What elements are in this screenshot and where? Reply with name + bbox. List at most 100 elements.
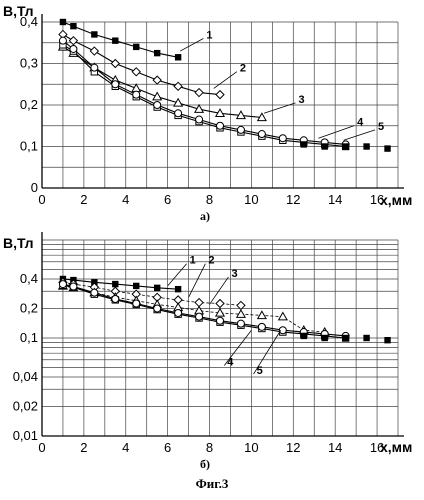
chart-a-x-tick-label: 10: [244, 192, 258, 207]
chart-b-series-3-label: 3: [231, 268, 237, 280]
chart-a-series-extra-point: [384, 145, 391, 152]
chart-a-series-3-point: [152, 91, 163, 101]
chart-a-series-1-line: [62, 21, 179, 58]
chart-b-series-2-point: [215, 298, 225, 309]
chart-b-series-5-point: [153, 304, 162, 313]
chart-a-series-3-point: [194, 103, 205, 113]
chart-a-series-5-point: [69, 44, 78, 53]
chart-a-x-tick-label: 2: [80, 192, 87, 207]
chart-b-series-3-point: [256, 310, 267, 320]
chart-a-panel-label: а): [200, 209, 210, 223]
chart-b-y-tick-label: 0,2: [20, 300, 38, 315]
chart-b-x-tick-label: 12: [286, 440, 300, 455]
chart-b-y-tick-label: 0,1: [20, 330, 38, 345]
chart-b-series-2-leader: [188, 263, 206, 298]
chart-a-series-5-point: [174, 109, 183, 118]
chart-a-series-2-point: [131, 67, 141, 77]
chart-b-series-5-label: 5: [257, 365, 263, 377]
chart-b-y-tick-label: 0,04: [13, 369, 38, 384]
chart-a-x-tick-label: 4: [122, 192, 129, 207]
chart-a-x-tick-label: 0: [38, 192, 45, 207]
chart-a-y-tick-label: 0: [31, 180, 38, 195]
chart-b-series-3-point: [214, 307, 226, 317]
chart-b-x-tick-label: 0: [38, 440, 45, 455]
chart-b-series-4-leader: [223, 329, 252, 366]
chart-b-x-tick-label: 4: [122, 440, 129, 455]
chart-a-series-1-label: 1: [206, 30, 212, 42]
chart-b-x-tick-label: 2: [80, 440, 87, 455]
chart-b-series-5-leader: [253, 330, 282, 375]
chart-b-series-1-line: [62, 278, 179, 290]
chart-b-series-3-leader: [209, 276, 229, 305]
chart-a-x-tick-label: 6: [164, 192, 171, 207]
chart-b-series-1-point: [112, 280, 119, 288]
chart-b-series-1-point: [153, 284, 161, 292]
chart-b-series-1-point: [133, 282, 140, 290]
chart-a-series-5-point: [278, 134, 287, 143]
chart-a-series-1-point: [174, 54, 182, 61]
chart-b-series-3-point: [235, 308, 246, 318]
chart-a-series-2-point: [215, 89, 225, 100]
chart-a-series-3-point: [256, 112, 267, 122]
chart-a-series-5-point: [257, 130, 266, 139]
chart-a-series-3-point: [214, 108, 226, 117]
chart-b-series-1-label: 1: [190, 255, 196, 267]
chart-b-series-extra-point: [342, 334, 349, 342]
chart-b-series-extra-point: [300, 332, 307, 340]
chart-a-series-extra-point: [300, 141, 307, 148]
chart-a-series-2-label: 2: [240, 63, 246, 75]
chart-b-y-tick-label: 0,4: [20, 271, 38, 286]
chart-a-series-2-point: [152, 75, 162, 85]
chart-b-y-tick-label: 0,02: [13, 398, 38, 413]
chart-b-series-extra-point: [363, 334, 370, 342]
chart-a-series-5-point: [216, 121, 224, 130]
chart-a-y-tick-label: 0,2: [20, 97, 38, 112]
chart-b-series-5-point: [195, 312, 204, 321]
chart-a-series-5-point: [236, 125, 245, 134]
chart-a-series-1-leader: [180, 38, 204, 52]
chart-b-series-5-point: [58, 280, 67, 289]
chart-b-series-5-point: [236, 319, 245, 328]
chart-a-series-1-point: [70, 22, 77, 30]
chart-a-series-3-label: 3: [298, 94, 304, 106]
chart-b-series-5-point: [257, 322, 266, 331]
chart-a-series-5-point: [90, 63, 99, 72]
chart-b-x-tick-label: 8: [206, 440, 213, 455]
chart-b-series-5-point: [278, 326, 287, 335]
chart-a-series-1-point: [59, 18, 67, 26]
chart-a-series-5-point: [153, 101, 162, 109]
chart-a-x-tick-label: 12: [286, 192, 300, 207]
chart-b-series-1-point: [174, 285, 182, 293]
chart-a-series-5-point: [111, 80, 120, 89]
chart-a-series-1-point: [91, 31, 98, 38]
chart-panel-b: 0 2 4 6 8 10 12 14 160,40,20,10,040,020,01 1 2345…: [3, 232, 412, 471]
chart-a-series-4-leader: [318, 125, 355, 139]
chart-a-series-3-leader: [263, 102, 296, 114]
chart-a-x-tick-label: 14: [328, 192, 342, 207]
chart-a-series-extra-point: [363, 143, 370, 150]
chart-a-series-1-point: [133, 43, 140, 51]
chart-a-series-extra-point: [342, 143, 349, 150]
chart-a-series-2-point: [68, 35, 79, 46]
chart-b-y-axis-label: В,Тл: [3, 235, 34, 251]
chart-a-series-5-point: [195, 115, 204, 124]
chart-b-series-3-line: [62, 285, 325, 333]
chart-a-series-4-label: 4: [357, 117, 364, 129]
chart-b-series-2-line: [62, 281, 241, 306]
chart-a-series-1-point: [112, 37, 119, 44]
chart-b-series-3-point: [277, 311, 288, 321]
chart-b-panel-label: б): [200, 457, 210, 471]
chart-a-y-tick-label: 0,1: [20, 139, 38, 154]
chart-b-series-5-point: [132, 299, 141, 308]
chart-a-series-5-label: 5: [378, 121, 384, 133]
chart-b-x-tick-label: 16: [370, 440, 384, 455]
chart-b-series-5-point: [90, 288, 99, 297]
chart-b-series-5-point: [111, 295, 120, 304]
chart-b-x-tick-label: 10: [244, 440, 258, 455]
chart-a-series-2-point: [173, 81, 183, 92]
figure-caption: Фиг.3: [195, 476, 229, 491]
chart-b-series-5-point: [174, 308, 183, 317]
chart-a-series-2-point: [194, 87, 204, 98]
chart-b-series-5-point: [216, 316, 224, 325]
